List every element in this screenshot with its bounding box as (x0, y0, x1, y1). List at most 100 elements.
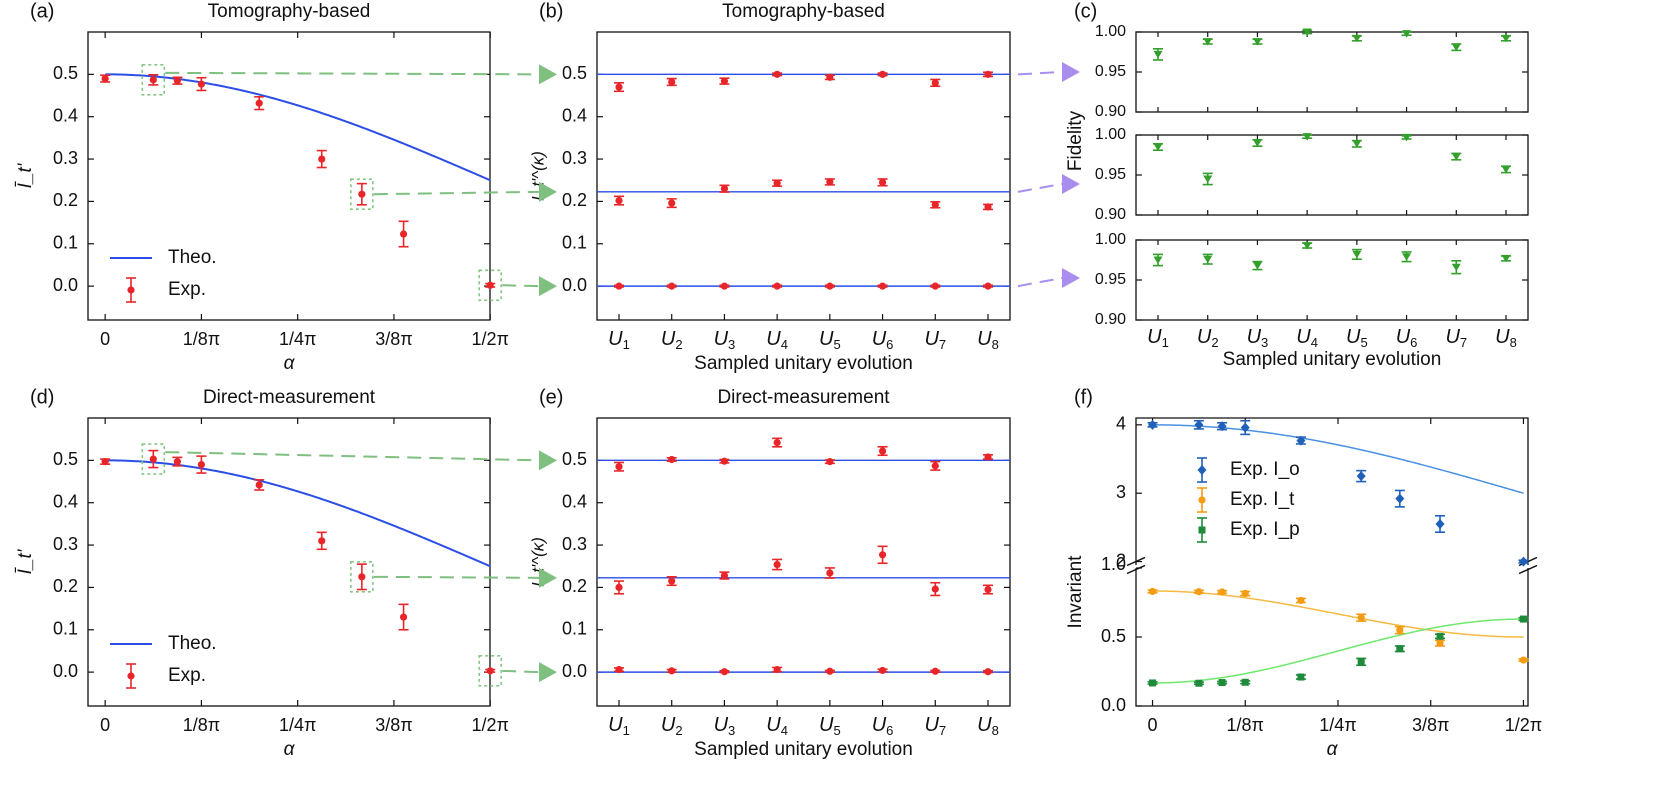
x-category-label: U6 (872, 714, 894, 738)
x-category-label: U3 (714, 714, 736, 738)
exp-point (984, 585, 992, 594)
y-tick-label: 0.0 (1101, 695, 1126, 715)
y-tick-label: 0.1 (562, 233, 587, 253)
y-tick-label: 0.2 (53, 576, 78, 596)
exp-point (668, 199, 676, 207)
connector-arrow-purple-head (1062, 62, 1080, 82)
exp-point-It (1436, 639, 1444, 647)
fidelity-point (1501, 165, 1511, 174)
exp-point (149, 455, 157, 463)
x-axis-label: α (284, 353, 296, 374)
x-tick-label: 0 (100, 329, 110, 349)
exp-point-Ip (1519, 615, 1527, 623)
fidelity-point (1352, 34, 1362, 43)
fidelity-point (1451, 263, 1461, 272)
x-axis-label: α (284, 739, 296, 760)
y-tick-label: 0.5 (562, 63, 587, 83)
x-category-label: U7 (924, 714, 946, 738)
exp-point-Ip (1357, 658, 1365, 666)
exp-point (931, 462, 939, 470)
exp-point-It (1195, 588, 1203, 596)
y-tick-label: 0.3 (53, 148, 78, 168)
y-tick-label: 1.00 (1095, 126, 1126, 143)
exp-point (615, 83, 623, 91)
exp-point-It (1218, 588, 1226, 596)
panel-e: 0.0 0.1 0.2 0.3 0.4 0.5 U1 U2 U3 U4 U5 U6 U7 U8 (e) Dir… (528, 386, 1011, 760)
axes-frame (87, 31, 491, 321)
exp-point (399, 230, 408, 238)
x-axis-label: Sampled unitary evolution (694, 353, 913, 374)
x-tick-label: 1/4π (279, 329, 316, 349)
panel-title: Tomography-based (722, 1, 885, 22)
x-tick-label: 1/8π (183, 715, 220, 735)
highlight-box (141, 64, 166, 96)
exp-point (615, 196, 623, 205)
fidelity-point (1302, 28, 1312, 36)
fidelity-point (1203, 255, 1213, 264)
x-tick-label: 0 (1148, 715, 1158, 735)
x-category-label: U6 (872, 328, 894, 352)
exp-point-Ip (1396, 645, 1404, 653)
connector-arrow-green-head (539, 181, 557, 202)
exp-point (931, 585, 939, 593)
connector-arrow-green-head (539, 662, 557, 683)
exp-point-It (1297, 596, 1305, 605)
highlight-box (350, 178, 374, 211)
connector-arrow-green-head (539, 567, 557, 588)
y-tick-label: 0.4 (53, 105, 78, 125)
fidelity-point (1153, 256, 1163, 264)
exp-point (615, 583, 623, 592)
panel-f: 2 3 4 0.0 0.5 1.0 0 1/8π 1/4π 3/8π 1/2π (f) α Invaria… (1065, 386, 1542, 760)
panel-label: (b) (539, 0, 563, 22)
legend-label: Exp. I_o (1230, 459, 1300, 480)
fidelity-point (1352, 140, 1362, 148)
highlight-box (350, 561, 374, 593)
exp-point-Ip (1149, 679, 1157, 687)
exp-point (931, 79, 939, 87)
legend-label-theo: Theo. (168, 247, 217, 268)
exp-point (984, 282, 992, 290)
x-category-label: U7 (924, 328, 946, 352)
connector-arrow-green (373, 575, 540, 579)
exp-point (826, 667, 834, 675)
highlight-box (141, 443, 166, 475)
y-tick-label: 0.3 (53, 534, 78, 554)
fidelity-point (1402, 30, 1412, 38)
y-tick-label: 0.95 (1095, 271, 1126, 288)
exp-point (720, 77, 729, 85)
y-tick-label: 0.90 (1095, 206, 1126, 223)
y-tick-label: 0.2 (562, 190, 587, 210)
panel-title: Tomography-based (208, 1, 371, 22)
fidelity-point (1352, 250, 1362, 259)
legend-label: Exp. I_p (1230, 519, 1300, 540)
exp-point (878, 666, 887, 675)
exp-point (773, 282, 781, 290)
exp-point (101, 74, 109, 83)
exp-point (826, 282, 834, 290)
panel-label: (e) (539, 386, 563, 408)
exp-point (931, 282, 939, 290)
exp-point (984, 203, 992, 211)
legend-label-theo: Theo. (168, 633, 217, 654)
fidelity-point (1252, 38, 1262, 46)
exp-point (197, 80, 205, 88)
y-tick-label: 4 (1116, 414, 1126, 434)
exp-point-It (1148, 587, 1157, 596)
exp-point (878, 447, 887, 455)
connector-arrow-green (165, 71, 540, 76)
y-tick-label: 0.5 (1101, 626, 1126, 646)
exp-point (720, 668, 729, 676)
panel-b: 0.0 0.1 0.2 0.3 0.4 0.5 U1 U2 U3 U4 U5 U6 U7 U8 (b) Tom… (528, 0, 1011, 374)
fidelity-point (1203, 175, 1213, 183)
exp-point (615, 463, 623, 471)
theory-curve (105, 459, 491, 568)
connector-arrow-green-head (539, 64, 557, 85)
fidelity-point (1451, 153, 1461, 161)
x-category-label: U3 (714, 328, 736, 352)
y-tick-label: 1.00 (1095, 23, 1126, 40)
exp-point (720, 282, 729, 290)
exp-point (358, 573, 366, 581)
highlight-box (478, 655, 502, 687)
y-tick-label: 0.2 (562, 576, 587, 596)
